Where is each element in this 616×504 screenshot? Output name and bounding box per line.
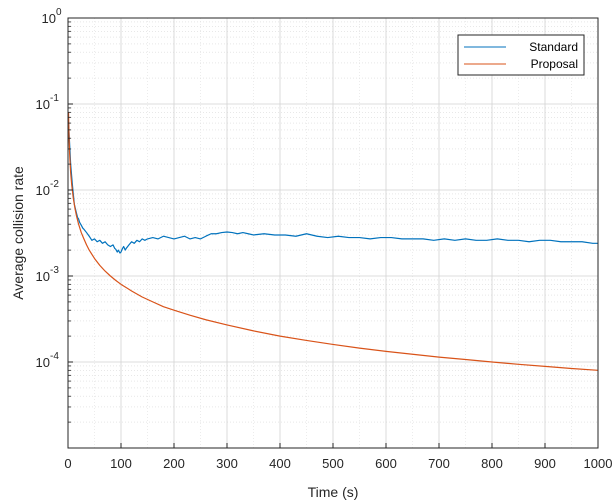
series-line-proposal [67, 112, 599, 371]
y-tick-label: 10 [36, 183, 50, 198]
legend-label-standard: Standard [529, 40, 578, 54]
series-layer [67, 112, 599, 371]
tick-marks [67, 17, 599, 448]
x-tick-label: 1000 [584, 456, 613, 471]
major-grid [68, 18, 598, 448]
legend: Standard Proposal [457, 34, 585, 76]
y-tick-exponent: -4 [50, 351, 59, 362]
y-tick-exponent: -1 [50, 93, 59, 104]
x-tick-labels: 0 100 200 300 400 500 600 700 800 900 1000 [64, 456, 612, 471]
legend-label-proposal: Proposal [531, 57, 578, 71]
x-tick-label: 500 [322, 456, 344, 471]
y-tick-exponent: 0 [56, 7, 62, 18]
y-tick-label: 10 [36, 355, 50, 370]
y-tick-exponent: -3 [50, 265, 59, 276]
x-axis-label: Time (s) [308, 484, 359, 500]
x-tick-label: 900 [534, 456, 556, 471]
y-tick-exponent: -2 [50, 179, 59, 190]
x-tick-label: 800 [481, 456, 503, 471]
x-tick-label: 600 [375, 456, 397, 471]
legend-box [457, 34, 585, 76]
x-tick-label: 400 [269, 456, 291, 471]
x-tick-label: 700 [428, 456, 450, 471]
x-tick-label: 300 [216, 456, 238, 471]
y-tick-label: 10 [36, 97, 50, 112]
x-tick-label: 0 [64, 456, 71, 471]
series-line-standard [67, 123, 598, 254]
y-axis-label: Average collision rate [10, 166, 26, 300]
x-tick-label: 200 [163, 456, 185, 471]
x-tick-label: 100 [110, 456, 132, 471]
y-tick-label: 10 [36, 269, 50, 284]
y-tick-label: 10 [42, 11, 56, 26]
